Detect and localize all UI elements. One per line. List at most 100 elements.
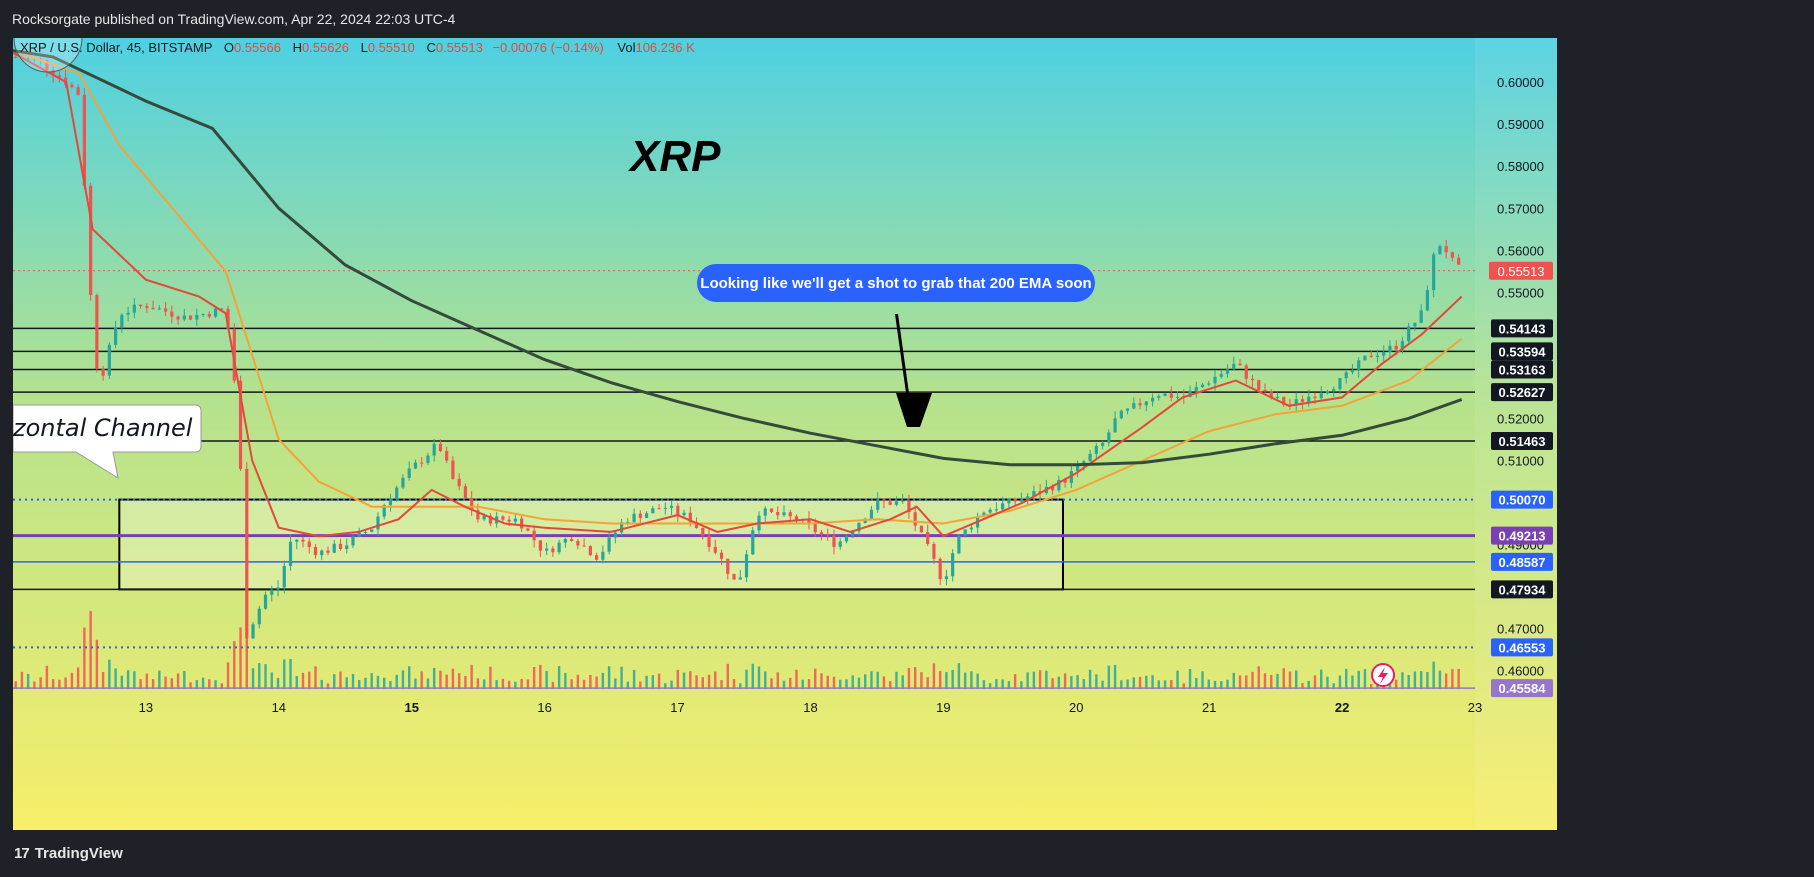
last-price-label: 0.55513 (1489, 261, 1553, 280)
candle (1225, 364, 1230, 378)
volume-bar (957, 663, 961, 689)
volume-bar (639, 681, 642, 689)
candle (1357, 357, 1361, 378)
candle (351, 535, 355, 549)
candle (901, 493, 905, 504)
volume-bar (1419, 671, 1423, 689)
volume-bar (1251, 671, 1254, 689)
volume-bar (932, 663, 936, 689)
volume-bar (582, 679, 586, 689)
level-label-text: 0.47934 (1499, 582, 1547, 597)
candle (782, 505, 786, 517)
candle (838, 538, 842, 550)
y-tick-label: 0.59000 (1497, 117, 1544, 132)
volume-bar (414, 678, 417, 689)
candle (607, 532, 611, 555)
y-tick-label: 0.56000 (1497, 243, 1544, 258)
candle (557, 539, 561, 555)
x-tick-label: 17 (670, 700, 684, 715)
level-label-bg (1491, 342, 1553, 361)
candle (201, 313, 205, 318)
level-label-bg (1491, 383, 1553, 402)
candle (570, 537, 574, 542)
candle (1100, 440, 1105, 450)
horizontal-channel-box[interactable] (118, 498, 1064, 591)
volume-bar (482, 679, 486, 689)
volume-bar (420, 671, 423, 689)
candle (869, 505, 874, 520)
volume-bar (1013, 674, 1017, 689)
volume-bar (632, 669, 636, 689)
volume-bar (395, 674, 398, 689)
candle (170, 305, 174, 324)
volume-bar (495, 680, 498, 689)
candle (95, 293, 99, 373)
volume-bar (870, 671, 873, 689)
volume-bar (907, 667, 911, 689)
candle (913, 505, 917, 532)
candle (157, 305, 161, 311)
lightning-icon[interactable] (1371, 663, 1395, 687)
candle (1001, 496, 1005, 511)
volume-bar (95, 639, 99, 689)
volume-bar (714, 671, 717, 689)
volume-bar (951, 669, 954, 689)
volume-bar (1438, 670, 1442, 689)
volume-bar (657, 673, 661, 689)
volume-bar (370, 673, 373, 689)
volume-bar (1432, 661, 1435, 689)
volume-bar (270, 672, 273, 689)
level-label-text: 0.53594 (1499, 344, 1547, 359)
volume-bar (489, 666, 492, 689)
level-label: 0.53594 (1491, 342, 1553, 361)
level-label-text: 0.49213 (1499, 529, 1546, 544)
level-label-bg (1491, 360, 1553, 379)
candle (844, 534, 849, 544)
candle (232, 323, 236, 384)
candle (188, 315, 193, 321)
volume-bar (889, 681, 892, 689)
candle (1219, 369, 1223, 379)
volume-bar (1351, 675, 1354, 689)
volume-bar (895, 671, 898, 689)
volume-bars (14, 599, 1460, 689)
candle (163, 301, 168, 317)
volume-bar (320, 679, 323, 689)
volume-bar (208, 679, 211, 689)
candle (1450, 251, 1455, 262)
volume-bar (1213, 680, 1217, 689)
level-labels: 0.54143 0.53594 0.53163 0.52627 0.51463 0.500… (1489, 261, 1553, 698)
volume-bar (988, 683, 992, 689)
candle (776, 506, 780, 520)
volume-bar (308, 671, 311, 689)
channel-callout[interactable]: zontal Channel (13, 404, 202, 480)
candle (644, 511, 649, 518)
candle (70, 82, 74, 89)
volume-bar (145, 673, 149, 689)
annotation-text: Looking like we'll get a shot to grab th… (700, 275, 1091, 292)
candle (1407, 322, 1411, 344)
volume-bar (1176, 670, 1179, 689)
level-label-bg (1491, 526, 1553, 545)
candle (1257, 379, 1261, 391)
level-label-bg (1491, 432, 1553, 451)
x-tick-label: 13 (139, 700, 153, 715)
volume-bar (1457, 668, 1460, 689)
volume-bar (601, 672, 605, 689)
volume-bar (551, 681, 555, 689)
volume-bar (1301, 683, 1304, 689)
volume-bar (782, 680, 786, 689)
level-label: 0.47934 (1491, 580, 1553, 599)
volume-bar (258, 663, 261, 689)
candle (676, 502, 680, 522)
candle (89, 182, 93, 301)
volume-bar (764, 671, 767, 689)
candle (1300, 395, 1305, 410)
price-chart[interactable]: XRP / U.S. Dollar, 45, BITSTAMP O0.55566… (13, 38, 1557, 830)
tradingview-logo[interactable]: 17 TradingView (14, 845, 123, 862)
candle (345, 538, 349, 554)
volume-bar (301, 672, 305, 689)
annotation-bubble[interactable]: Looking like we'll get a shot to grab th… (697, 264, 1095, 302)
volume-bar (876, 671, 879, 689)
candle (532, 525, 536, 548)
